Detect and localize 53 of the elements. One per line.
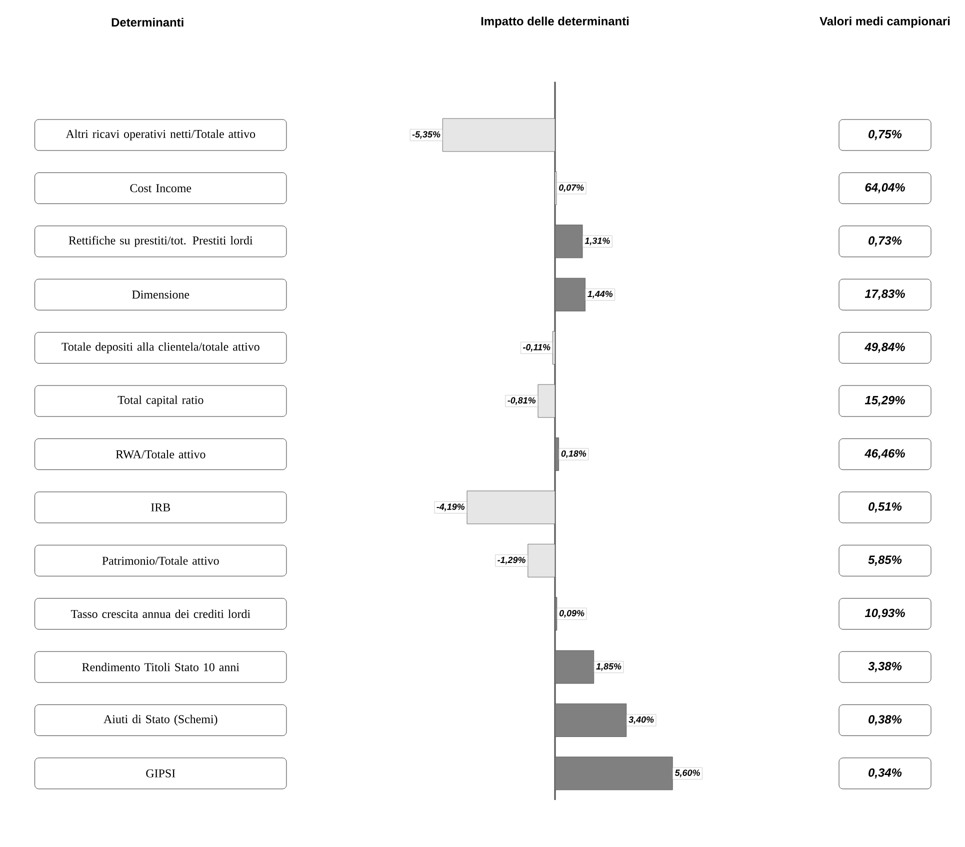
y-tick-label: Patrimonio/Totale attivo [102,556,219,565]
y-tick-label: Rettifiche su prestiti/tot. Prestiti lordi [68,236,253,247]
text: 0,75% [868,130,902,140]
y-tick-label: GIPSI [146,769,176,778]
y-tick-label: Altri ricavi operativi netti/Totale attivo [66,130,256,140]
data-label: -0,11% [523,344,550,352]
data-label: 1,85% [596,663,622,671]
bar [554,224,583,258]
data-label: 3,40% [628,716,654,724]
bar [442,118,556,152]
text: 17,83% [864,290,905,300]
data-label: 1,44% [588,290,613,298]
chart-title: Impatto delle determinanti [481,16,629,28]
y-axis-title: Determinanti [112,18,184,27]
data-label: -1,29% [498,556,526,564]
y-tick-label: Total capital ratio [118,396,204,406]
bar [466,490,556,524]
bar [554,704,627,737]
data-label: 0,18% [561,450,586,458]
text: 49,84% [864,342,905,353]
y-tick-label: IRB [151,503,170,512]
bar [554,438,559,471]
bar [554,650,594,684]
data-label: 1,31% [584,238,610,246]
text: 3,38% [868,662,902,672]
y-tick-label: RWA/Totale attivo [116,450,206,458]
data-label: 5,60% [674,770,700,778]
text: 46,46% [864,449,905,460]
text: 0,38% [868,715,902,726]
y-tick-label: Totale depositi alla clientela/totale attivo [62,342,260,354]
y-tick-label: Dimensione [132,290,190,299]
text: 0,34% [868,768,902,778]
bar [538,384,556,418]
bar [554,756,673,790]
data-label: -0,81% [508,397,536,405]
text: 5,85% [868,556,902,566]
y-tick-label: Cost Income [130,184,192,192]
data-label: 0,09% [559,610,584,618]
bar [554,278,586,312]
bar [528,544,556,578]
data-label: 0,07% [559,184,584,192]
text: Valori medi campionari [820,16,950,28]
text: 64,04% [865,183,905,194]
y-tick-label: Tasso crescita annua dei crediti lordi [70,610,250,618]
text: 0,51% [868,502,902,512]
data-label: -5,35% [412,131,440,139]
text: 0,73% [868,236,902,246]
text: 15,29% [864,396,905,406]
bar [552,331,556,365]
y-tick-label: Rendimento Titoli Stato 10 anni [82,662,240,672]
text: 10,93% [864,608,905,619]
data-label: -4,19% [436,504,465,512]
y-tick-label: Aiuti di Stato (Schemi) [104,714,218,726]
